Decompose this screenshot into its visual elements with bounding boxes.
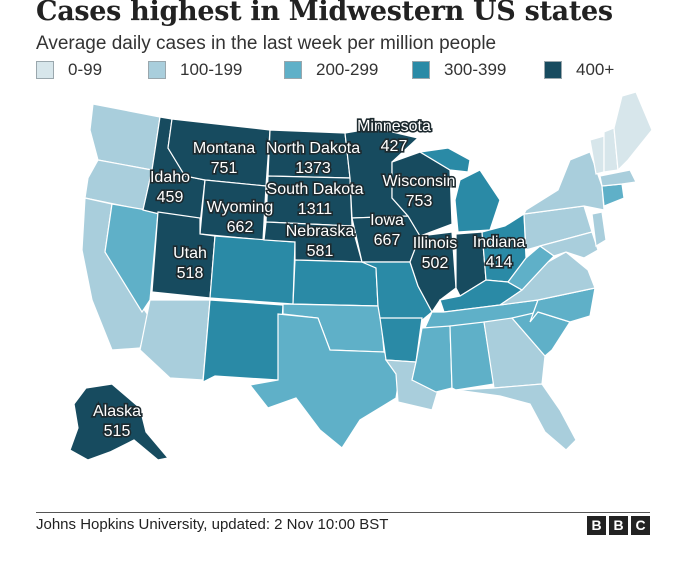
state-arkansas [379,317,423,363]
label-nebraska-value: 581 [307,243,334,260]
state-alaska [69,383,170,461]
legend-swatch [36,61,54,79]
label-iowa-name: Iowa [370,212,404,229]
state-illinois [409,231,457,314]
label-utah-name: Utah [173,245,207,262]
logo-letter: B [609,516,628,535]
label-north-dakota-value: 1373 [295,160,331,177]
state-massachusetts [599,169,637,187]
label-illinois-value: 502 [422,255,449,272]
legend-swatch [544,61,562,79]
legend-label: 0-99 [68,60,103,79]
legend-swatch [284,61,302,79]
state-new-jersey [591,211,607,247]
label-utah-value: 518 [177,265,204,282]
legend: 0-99 100-199 200-299 300-399 400+ [36,60,676,84]
us-choropleth-map: Minnesota 427 Montana 751 North Dakota 1… [69,91,653,461]
label-idaho-name: Idaho [150,169,190,186]
legend-label: 200-299 [316,60,379,79]
label-wyoming-name: Wyoming [207,199,274,216]
label-iowa-value: 667 [374,232,401,249]
logo-letter: C [631,516,650,535]
label-south-dakota-name: South Dakota [267,181,364,198]
label-illinois-name: Illinois [413,235,457,252]
legend-label: 100-199 [180,60,243,79]
state-arizona [139,299,211,381]
label-minnesota-name: Minnesota [357,118,431,135]
state-maryland [538,231,599,259]
state-florida [455,383,577,451]
legend-swatch [148,61,166,79]
state-connecticut [601,183,625,207]
legend-item-300-399: 300-399 [412,60,506,80]
legend-item-0-99: 0-99 [36,60,102,80]
label-alaska-name: Alaska [93,403,141,420]
legend-item-400-plus: 400+ [544,60,614,80]
state-alabama [449,321,495,391]
state-georgia [483,317,546,389]
state-new-york [522,151,605,215]
label-south-dakota-value: 1311 [298,201,333,218]
source-note: Johns Hopkins University, updated: 2 Nov… [36,516,389,533]
state-texas [248,313,401,449]
legend-label: 400+ [576,60,615,79]
label-montana-name: Montana [193,140,255,157]
label-montana-value: 751 [211,160,238,177]
label-alaska-value: 515 [104,423,131,440]
state-colorado [209,235,296,305]
state-new-mexico [202,299,284,384]
legend-label: 300-399 [444,60,507,79]
label-indiana-value: 414 [486,254,513,271]
label-minnesota-value: 427 [381,138,408,155]
label-north-dakota-name: North Dakota [266,140,360,157]
label-idaho-value: 459 [157,189,184,206]
label-wisconsin-value: 753 [406,193,433,210]
label-indiana-name: Indiana [473,234,526,251]
label-wyoming-value: 662 [227,219,254,236]
label-wisconsin-name: Wisconsin [383,173,456,190]
logo-letter: B [587,516,606,535]
legend-swatch [412,61,430,79]
bbc-logo: B B C [587,516,650,535]
label-nebraska-name: Nebraska [286,223,355,240]
state-maine [613,91,653,172]
chart-subtitle: Average daily cases in the last week per… [36,33,497,54]
legend-item-100-199: 100-199 [148,60,242,80]
legend-item-200-299: 200-299 [284,60,378,80]
state-kansas [292,259,379,307]
chart-title: Cases highest in Midwestern US states [36,0,613,27]
footer-divider [36,512,650,513]
